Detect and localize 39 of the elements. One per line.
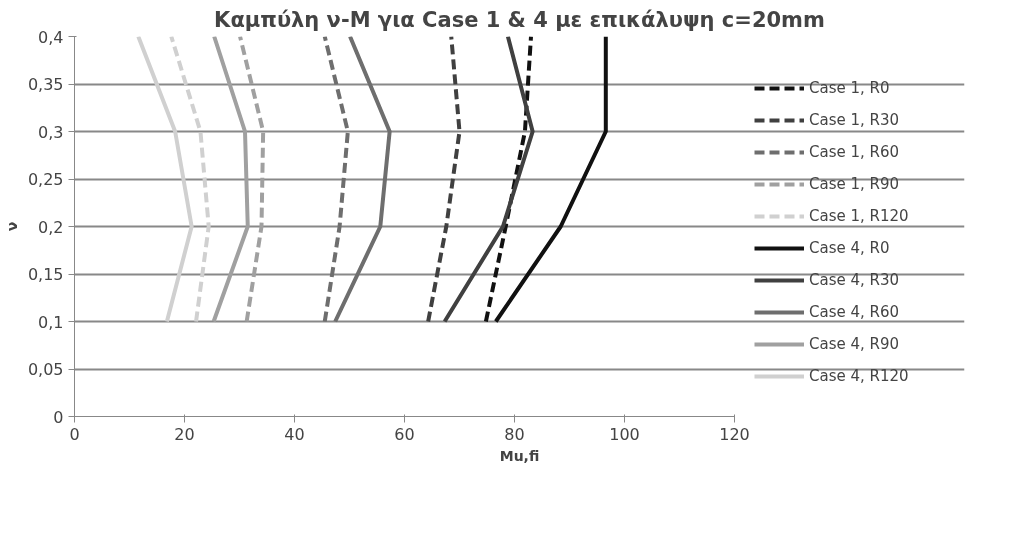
x-tick-label: 0 [69, 424, 80, 444]
legend-label: Case 1, R30 [809, 111, 901, 129]
line-series [136, 36, 194, 324]
line-series [426, 36, 462, 324]
x-tick-label: 60 [394, 424, 415, 444]
line-series [169, 36, 211, 324]
legend-label: Case 1, R90 [809, 175, 901, 193]
y-tick-label: 0,35 [27, 75, 64, 94]
x-tick-label: 120 [719, 424, 750, 444]
line-series [483, 36, 533, 324]
x-tick-label: 20 [174, 424, 195, 444]
line-series [238, 36, 266, 324]
line-series [493, 36, 608, 324]
x-tick-label: 100 [609, 424, 640, 444]
line-series [211, 36, 250, 324]
legend-label: Case 1, R0 [809, 79, 891, 97]
legend-label: Case 4, R60 [809, 303, 901, 321]
x-axis-title: Mu,fi [499, 447, 540, 464]
y-tick-label: 0,25 [27, 170, 64, 189]
legend-label: Case 1, R60 [809, 143, 901, 161]
y-tick-label: 0,2 [38, 217, 64, 237]
y-tick-label: 0,1 [38, 312, 64, 332]
line-series [322, 36, 350, 324]
y-tick-label: 0,4 [38, 27, 64, 47]
y-tick-label: 0,3 [38, 122, 64, 142]
line-series [442, 36, 535, 324]
x-tick-label: 80 [504, 424, 525, 444]
chart-title: Καμπύλη ν-Μ για Case 1 & 4 με επικάλυψη c=20mm [214, 7, 825, 32]
y-tick-label: 0,15 [27, 265, 64, 284]
legend-label: Case 4, R0 [809, 239, 891, 257]
y-tick-label: 0,05 [27, 360, 64, 379]
x-tick-label: 40 [284, 424, 305, 444]
legend-label: Case 1, R120 [809, 207, 910, 225]
legend-label: Case 4, R120 [809, 367, 910, 385]
legend-label: Case 4, R90 [809, 335, 901, 353]
line-series [333, 36, 392, 324]
y-axis-title: ν [3, 221, 20, 232]
y-tick-label: 0 [53, 407, 64, 427]
legend-label: Case 4, R30 [809, 271, 901, 289]
